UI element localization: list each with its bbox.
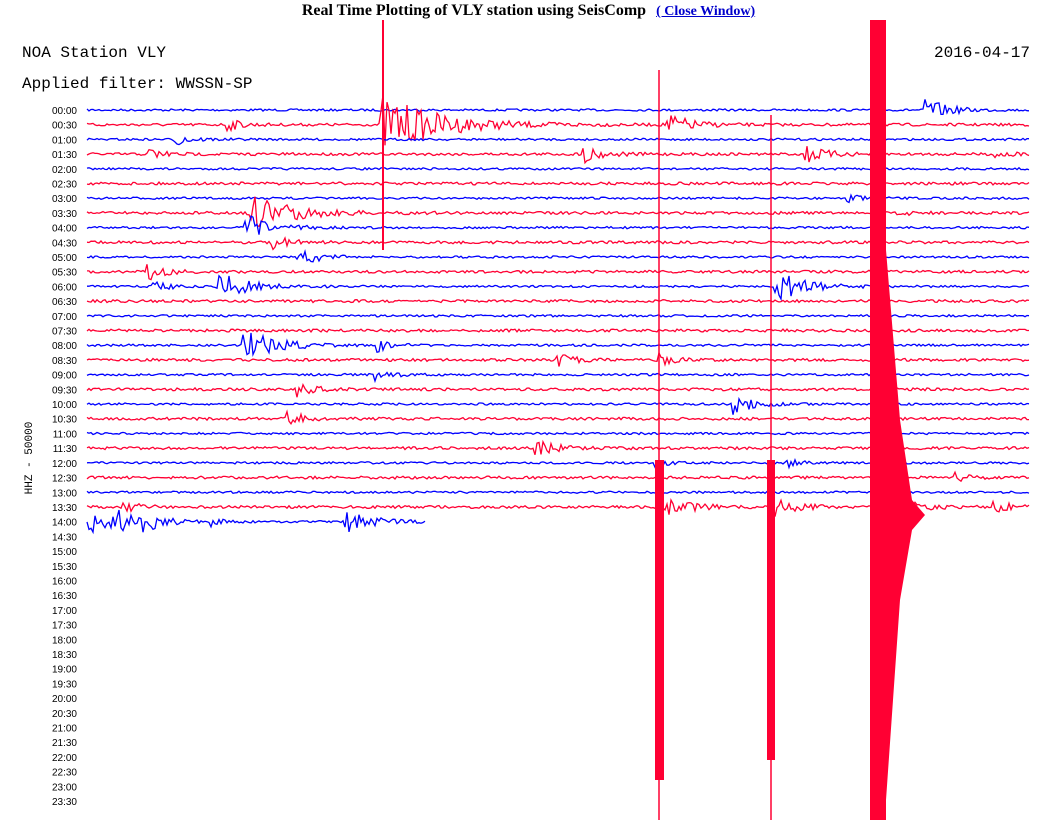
time-label: 09:30: [52, 385, 77, 396]
time-label: 19:00: [52, 665, 77, 676]
quake-coda: [886, 250, 925, 800]
trace: [86, 509, 426, 535]
time-label: 07:00: [52, 312, 77, 323]
time-label: 21:00: [52, 723, 77, 734]
trace: [86, 99, 1030, 116]
time-label: 20:30: [52, 709, 77, 720]
time-label: 23:30: [52, 797, 77, 808]
time-label: 08:00: [52, 341, 77, 352]
trace: [86, 136, 1029, 146]
time-label: 18:30: [52, 650, 77, 661]
time-label: 21:30: [52, 738, 77, 749]
time-label: 04:30: [52, 238, 77, 249]
time-label: 14:00: [52, 518, 77, 529]
time-label: 16:30: [52, 591, 77, 602]
channel: HHZ - 50000: [24, 422, 36, 495]
time-label: 08:30: [52, 356, 77, 367]
time-label: 17:00: [52, 606, 77, 617]
trace: [86, 248, 1030, 263]
time-label: 06:00: [52, 282, 77, 293]
time-label: 05:00: [52, 253, 77, 264]
time-label: 15:00: [52, 547, 77, 558]
time-label: 02:30: [52, 180, 77, 191]
trace: [86, 95, 1030, 146]
time-label: 12:30: [52, 474, 77, 485]
time-label: 12:00: [52, 459, 77, 470]
time-label: 16:00: [52, 576, 77, 587]
trace: [86, 215, 1030, 235]
trace: [86, 146, 1030, 165]
filter: Applied filter: WWSSN-SP: [22, 75, 252, 93]
time-label: 14:30: [52, 532, 77, 543]
time-label: 22:00: [52, 753, 77, 764]
trace: [86, 196, 1030, 228]
time-label: 09:00: [52, 371, 77, 382]
trace: [86, 236, 1030, 251]
time-label: 10:00: [52, 400, 77, 411]
time-label: 11:00: [53, 429, 78, 440]
time-label: 06:30: [52, 297, 77, 308]
time-label: 07:30: [52, 327, 77, 338]
time-label: 05:30: [52, 268, 77, 279]
time-label: 11:30: [53, 444, 78, 455]
time-label: 01:00: [52, 135, 77, 146]
time-label: 00:00: [52, 106, 77, 117]
quake-trace: [870, 20, 886, 820]
trace: [86, 193, 1030, 204]
time-label: 03:00: [52, 194, 77, 205]
time-label: 13:00: [52, 488, 77, 499]
trace: [86, 166, 1030, 171]
time-label: 04:00: [52, 224, 77, 235]
date: 2016-04-17: [934, 44, 1030, 62]
quake-coda: [767, 460, 775, 760]
time-label: 17:30: [52, 621, 77, 632]
time-label: 15:30: [52, 562, 77, 573]
time-label: 19:30: [52, 679, 77, 690]
time-label: 00:30: [52, 121, 77, 132]
title: Real Time Plotting of VLY station using …: [301, 2, 647, 19]
time-label: 22:30: [52, 768, 77, 779]
time-label: 18:00: [52, 635, 77, 646]
time-label: 01:30: [52, 150, 77, 161]
time-label: 10:30: [52, 415, 77, 426]
time-label: 23:00: [52, 782, 77, 793]
time-label: 02:00: [52, 165, 77, 176]
time-label: 13:30: [52, 503, 77, 514]
close-link[interactable]: ( Close Window): [656, 4, 756, 19]
header: Real Time Plotting of VLY station using …: [0, 0, 1057, 20]
trace: [86, 181, 1030, 186]
time-label: 20:00: [52, 694, 77, 705]
quake-coda: [655, 460, 664, 780]
time-label: 03:30: [52, 209, 77, 220]
station: NOA Station VLY: [22, 44, 166, 62]
